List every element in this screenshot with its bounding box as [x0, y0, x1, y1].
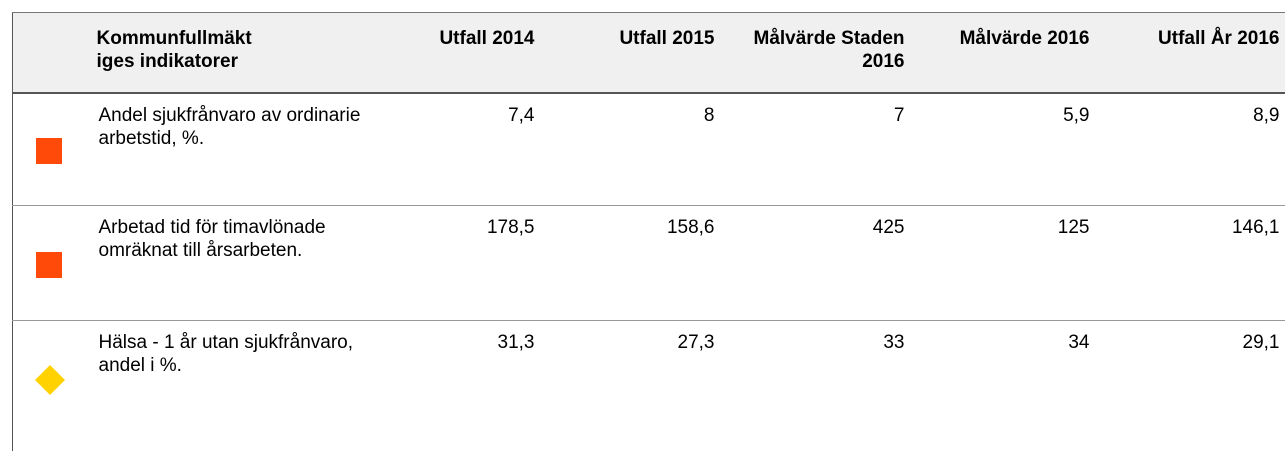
cell: 33	[721, 321, 911, 451]
header-cell: Utfall År 2016	[1096, 13, 1285, 93]
status-cell	[13, 206, 91, 321]
cell: 29,1	[1096, 321, 1285, 451]
cell: 8,9	[1096, 93, 1285, 206]
header-text: Kommunfullmäktiges indikatorer	[97, 27, 257, 73]
diamond	[35, 365, 65, 395]
status-icon-red	[36, 138, 62, 164]
cell: 27,3	[541, 321, 721, 451]
cell: 425	[721, 206, 911, 321]
status-icon-yellow	[35, 365, 65, 395]
cell: 34	[911, 321, 1096, 451]
table-body: Andel sjukfrånvaro av ordinarie arbetsti…	[13, 93, 1285, 451]
indicator-table: Kommunfullmäktiges indikatorer Utfall 20…	[12, 12, 1285, 451]
status-cell	[13, 321, 91, 451]
status-cell	[13, 93, 91, 206]
header-cell	[13, 13, 91, 93]
header-row: Kommunfullmäktiges indikatorer Utfall 20…	[13, 13, 1285, 93]
cell: Hälsa - 1 år utan sjukfrånvaro, andel i …	[91, 321, 371, 451]
cell: 31,3	[371, 321, 541, 451]
cell: 158,6	[541, 206, 721, 321]
cell: Arbetad tid för timavlönade omräknat til…	[91, 206, 371, 321]
cell: 146,1	[1096, 206, 1285, 321]
cell: 125	[911, 206, 1096, 321]
status-icon-red	[36, 252, 62, 278]
table-header: Kommunfullmäktiges indikatorer Utfall 20…	[13, 13, 1285, 93]
header-cell: Utfall 2015	[541, 13, 721, 93]
row: Hälsa - 1 år utan sjukfrånvaro, andel i …	[13, 321, 1285, 451]
header-cell: Målvärde Staden 2016	[721, 13, 911, 93]
cell: 178,5	[371, 206, 541, 321]
cell: 8	[541, 93, 721, 206]
header-cell: Kommunfullmäktiges indikatorer	[91, 13, 371, 93]
cell: 5,9	[911, 93, 1096, 206]
row: Andel sjukfrånvaro av ordinarie arbetsti…	[13, 93, 1285, 206]
header-cell: Målvärde 2016	[911, 13, 1096, 93]
cell: 7,4	[371, 93, 541, 206]
cell: Andel sjukfrånvaro av ordinarie arbetsti…	[91, 93, 371, 206]
cell: 7	[721, 93, 911, 206]
row: Arbetad tid för timavlönade omräknat til…	[13, 206, 1285, 321]
header-cell: Utfall 2014	[371, 13, 541, 93]
